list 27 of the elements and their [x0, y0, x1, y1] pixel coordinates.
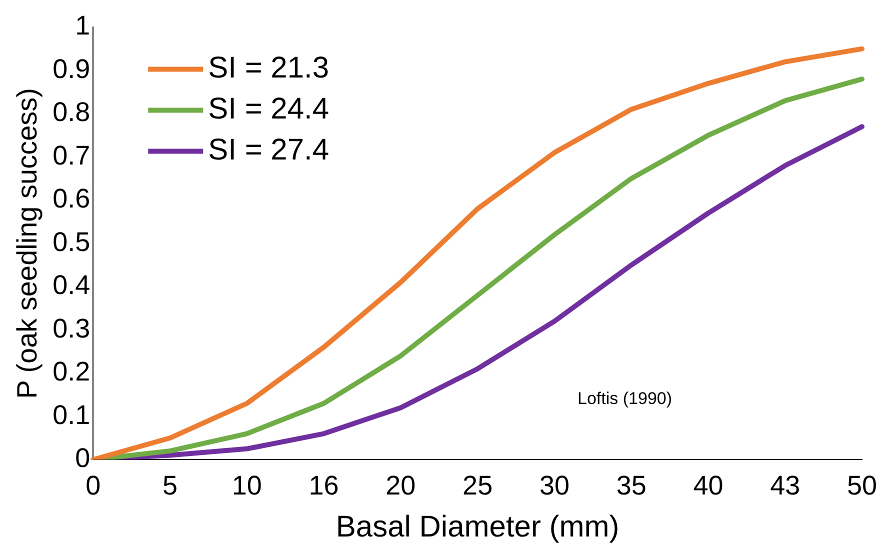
- legend-label: SI = 27.4: [208, 133, 330, 166]
- x-tick-label: 35: [616, 470, 646, 500]
- x-tick-label: 20: [386, 470, 416, 500]
- x-tick-label: 10: [232, 470, 262, 500]
- x-tick-label: 25: [462, 470, 493, 500]
- y-tick-label: 0.2: [52, 356, 90, 387]
- annotation: Loftis (1990): [578, 388, 672, 408]
- x-tick-label: 50: [846, 470, 878, 500]
- x-tick-label: 5: [162, 470, 178, 500]
- y-tick-label: 0.4: [52, 270, 90, 300]
- y-tick-label: 0: [75, 443, 90, 474]
- y-tick-label: 0.7: [52, 140, 90, 170]
- y-tick-label: 0.9: [52, 54, 90, 84]
- y-tick-label: 0.3: [52, 313, 90, 344]
- x-tick-label: 16: [308, 470, 339, 500]
- x-tick-label: 30: [539, 470, 570, 500]
- y-tick-label: 0.6: [52, 184, 90, 214]
- y-tick-label: 0.8: [52, 97, 90, 128]
- y-tick-label: 1: [75, 10, 90, 41]
- legend-label: SI = 21.3: [208, 51, 330, 84]
- legend-label: SI = 24.4: [208, 92, 330, 126]
- y-tick-label: 0.5: [52, 226, 90, 257]
- x-tick-label: 43: [770, 470, 800, 500]
- x-axis-title: Basal Diameter (mm): [336, 510, 620, 544]
- y-axis-title: P (oak seedling success): [12, 88, 43, 399]
- x-tick-label: 40: [693, 470, 724, 500]
- y-tick-label: 0.1: [52, 400, 90, 430]
